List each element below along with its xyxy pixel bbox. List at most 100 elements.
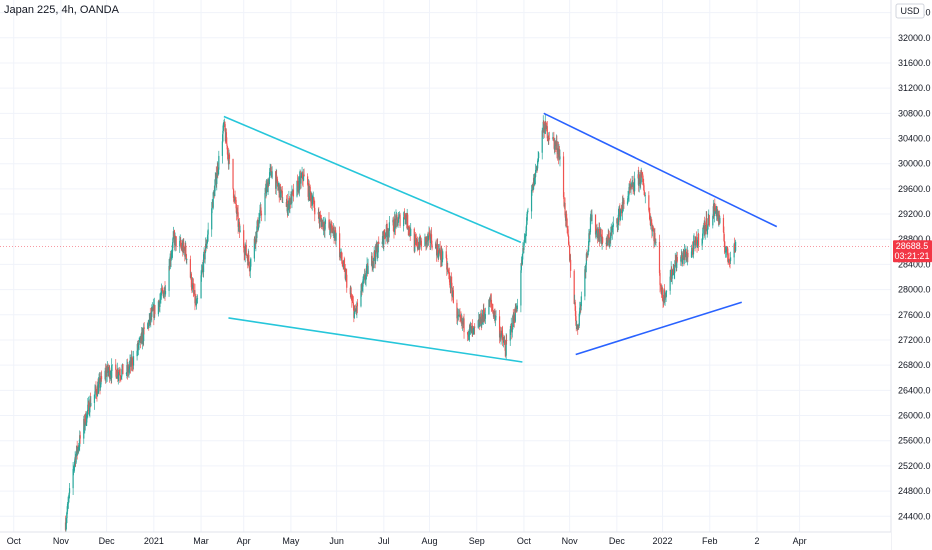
candle-body: [300, 176, 303, 177]
candle-body: [313, 203, 315, 208]
candle-body: [86, 412, 88, 423]
candle-body: [235, 200, 237, 209]
time-tick-label: Jul: [378, 536, 390, 546]
currency-button[interactable]: [895, 3, 925, 19]
candle-body: [312, 198, 314, 203]
candle-body: [629, 184, 632, 189]
candle-body: [535, 170, 537, 177]
candle-body: [618, 212, 620, 215]
candle-body: [665, 291, 667, 298]
candle-body: [520, 270, 522, 306]
candle-body: [88, 412, 90, 415]
candle-body: [575, 310, 577, 321]
candle-body: [185, 254, 187, 260]
candle-body: [734, 244, 736, 250]
candle-body: [566, 218, 568, 228]
candle-body: [321, 221, 323, 227]
candle-body: [99, 377, 101, 388]
candle-body: [298, 176, 301, 191]
candle-body: [586, 254, 588, 256]
candle-body: [212, 192, 214, 208]
candle-body: [95, 386, 97, 391]
candle-body: [280, 191, 282, 197]
candle-body: [214, 178, 216, 186]
price-tick-label: 27600.0: [898, 310, 931, 320]
candle-body: [680, 256, 682, 262]
candle-body: [343, 261, 345, 265]
candle-body: [428, 232, 430, 236]
candle-body: [248, 261, 250, 269]
candle-body: [66, 503, 69, 512]
candle-body: [541, 130, 543, 153]
candle-body: [522, 248, 524, 255]
candle-body: [276, 175, 278, 178]
candle-body: [525, 224, 528, 231]
candle-body: [510, 325, 512, 330]
candle-body: [596, 228, 598, 230]
price-axis-panel[interactable]: [891, 0, 932, 550]
candle-body: [172, 242, 174, 252]
candle-body: [725, 249, 728, 251]
candle-body: [651, 222, 653, 232]
candle-body: [617, 224, 619, 226]
candle-body: [234, 198, 237, 201]
candle-body: [580, 296, 582, 307]
candle-body: [724, 246, 726, 253]
candle-body: [527, 211, 529, 213]
candle-body: [116, 377, 118, 379]
candle-body: [716, 209, 718, 217]
candle-body: [360, 290, 362, 307]
candle-body: [377, 252, 379, 257]
candle-body: [73, 468, 75, 470]
candle-body: [424, 236, 426, 247]
candle-body: [588, 233, 590, 246]
candle-body: [271, 171, 273, 178]
candle-body: [706, 218, 708, 232]
candle-body: [570, 259, 572, 271]
candle-body: [429, 232, 431, 243]
candle-body: [612, 226, 614, 229]
candle-body: [648, 210, 650, 214]
candle-body: [469, 325, 471, 335]
candle-body: [138, 340, 140, 345]
candle-body: [490, 299, 493, 305]
candle-body: [654, 241, 657, 243]
candle-body: [200, 271, 203, 276]
candle-body: [671, 275, 673, 279]
candle-body: [174, 236, 176, 246]
time-tick-label: Dec: [99, 536, 116, 546]
candle-body: [609, 239, 611, 243]
candle-body: [265, 185, 268, 194]
candle-body: [722, 217, 725, 233]
candle-body: [346, 274, 348, 288]
candle-body: [662, 300, 664, 302]
candle-body: [439, 248, 441, 256]
time-axis-panel[interactable]: [0, 532, 891, 550]
candle-body: [623, 200, 625, 205]
candle-body: [640, 172, 642, 183]
candle-body: [655, 241, 657, 243]
candle-body: [361, 286, 364, 291]
candle-body: [394, 218, 396, 222]
candle-body: [450, 279, 452, 283]
candle-body: [491, 307, 494, 310]
candle-body: [606, 237, 608, 242]
candle-body: [329, 222, 331, 231]
candle-body: [238, 223, 240, 224]
candle-body: [268, 172, 271, 178]
candle-body: [383, 231, 385, 245]
candle-body: [377, 241, 379, 253]
candle-body: [109, 375, 111, 379]
candle-body: [381, 241, 383, 245]
candle-body: [148, 319, 150, 327]
candle-body: [97, 383, 100, 394]
candle-body: [180, 240, 182, 246]
candle-body: [682, 253, 684, 259]
candle-body: [303, 174, 305, 181]
candle-body: [676, 257, 678, 268]
candle-body: [676, 257, 678, 262]
candle-body: [723, 232, 725, 241]
candle-body: [430, 234, 433, 245]
candle-body: [724, 250, 727, 253]
